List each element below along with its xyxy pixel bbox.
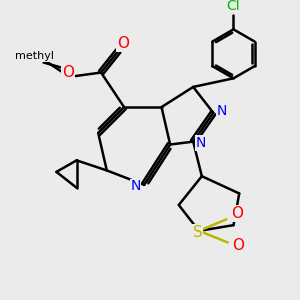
- Text: methyl: methyl: [15, 51, 54, 61]
- Text: N: N: [216, 104, 226, 118]
- Text: N: N: [130, 179, 141, 193]
- Text: O: O: [117, 36, 129, 51]
- Text: O: O: [231, 206, 243, 221]
- Text: N: N: [196, 136, 206, 150]
- Text: S: S: [193, 225, 202, 240]
- Text: O: O: [232, 238, 244, 253]
- Text: O: O: [62, 65, 74, 80]
- Text: Cl: Cl: [227, 0, 240, 13]
